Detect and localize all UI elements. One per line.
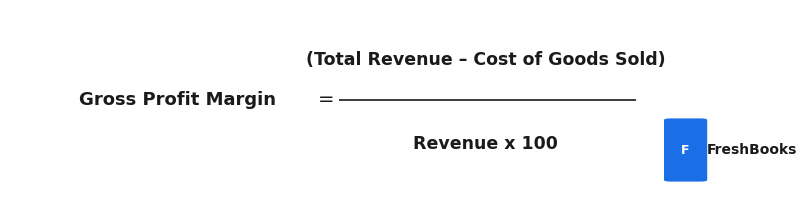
Text: =: = (318, 90, 334, 110)
Text: Gross Profit Margin: Gross Profit Margin (79, 91, 276, 109)
Text: F: F (682, 144, 690, 156)
Text: Revenue x 100: Revenue x 100 (413, 135, 558, 153)
Text: FreshBooks: FreshBooks (707, 143, 798, 157)
FancyBboxPatch shape (664, 118, 707, 182)
Text: (Total Revenue – Cost of Goods Sold): (Total Revenue – Cost of Goods Sold) (306, 51, 666, 69)
